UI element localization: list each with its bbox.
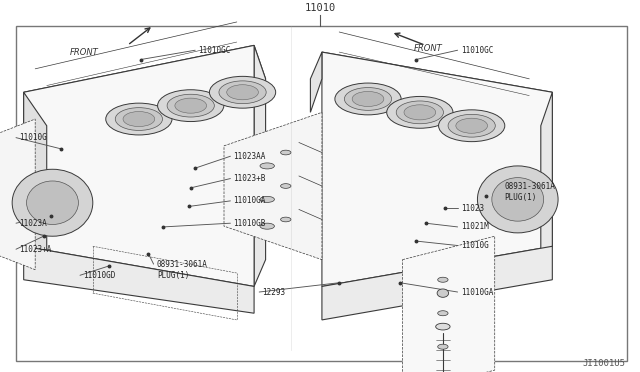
Text: PLUG(1): PLUG(1) <box>504 193 537 202</box>
Polygon shape <box>322 52 552 126</box>
Polygon shape <box>24 45 254 286</box>
Polygon shape <box>24 92 47 280</box>
Ellipse shape <box>219 81 266 104</box>
Ellipse shape <box>492 178 543 221</box>
Text: PLUG(1): PLUG(1) <box>157 271 189 280</box>
Ellipse shape <box>175 98 207 113</box>
Text: 08931-3061A: 08931-3061A <box>157 260 207 269</box>
Text: 11010GA: 11010GA <box>461 288 493 296</box>
Text: 11023+A: 11023+A <box>19 245 52 254</box>
Ellipse shape <box>115 108 163 131</box>
Ellipse shape <box>280 217 291 222</box>
Ellipse shape <box>260 196 275 202</box>
Text: 11010GC: 11010GC <box>461 46 493 55</box>
Text: 11010GB: 11010GB <box>234 219 266 228</box>
Ellipse shape <box>335 83 401 115</box>
Polygon shape <box>254 45 266 286</box>
Polygon shape <box>224 112 322 260</box>
Ellipse shape <box>209 76 276 108</box>
Ellipse shape <box>438 110 505 142</box>
Ellipse shape <box>437 289 449 297</box>
Ellipse shape <box>280 150 291 155</box>
Text: 11010G: 11010G <box>461 241 488 250</box>
Ellipse shape <box>26 181 78 224</box>
Ellipse shape <box>157 90 224 122</box>
Text: 11023A: 11023A <box>19 219 47 228</box>
Text: 11010GA: 11010GA <box>234 196 266 205</box>
Polygon shape <box>24 246 254 313</box>
Text: 08931-3061A: 08931-3061A <box>504 182 555 190</box>
Ellipse shape <box>352 92 384 106</box>
Polygon shape <box>322 246 552 320</box>
Polygon shape <box>0 119 35 270</box>
Ellipse shape <box>404 105 436 120</box>
Text: FRONT: FRONT <box>70 48 99 57</box>
Ellipse shape <box>396 101 444 124</box>
Text: 11023AA: 11023AA <box>234 152 266 161</box>
Text: JI1001U5: JI1001U5 <box>583 359 626 368</box>
Ellipse shape <box>227 85 259 100</box>
Ellipse shape <box>438 311 448 316</box>
Text: 11023: 11023 <box>461 204 484 213</box>
Ellipse shape <box>280 184 291 188</box>
Ellipse shape <box>12 169 93 236</box>
Text: 11021M: 11021M <box>461 222 488 231</box>
Ellipse shape <box>477 166 558 233</box>
Ellipse shape <box>106 103 172 135</box>
Ellipse shape <box>456 118 488 133</box>
Text: FRONT: FRONT <box>414 44 443 53</box>
Ellipse shape <box>344 87 392 110</box>
Ellipse shape <box>123 112 155 126</box>
Ellipse shape <box>167 94 214 117</box>
Ellipse shape <box>260 223 275 229</box>
Ellipse shape <box>387 96 453 128</box>
Text: 12293: 12293 <box>262 288 285 296</box>
Text: 11010GD: 11010GD <box>83 271 116 280</box>
Ellipse shape <box>436 323 450 330</box>
Text: 11023+B: 11023+B <box>234 174 266 183</box>
Polygon shape <box>322 52 552 286</box>
Text: 11010G: 11010G <box>19 133 47 142</box>
Ellipse shape <box>260 163 275 169</box>
Ellipse shape <box>438 277 448 282</box>
Polygon shape <box>310 52 322 112</box>
Text: 11010GC: 11010GC <box>198 46 231 55</box>
Polygon shape <box>403 236 495 372</box>
Polygon shape <box>541 92 552 270</box>
Ellipse shape <box>448 114 495 137</box>
Ellipse shape <box>438 344 448 349</box>
Text: 11010: 11010 <box>305 3 335 13</box>
Polygon shape <box>24 45 266 126</box>
